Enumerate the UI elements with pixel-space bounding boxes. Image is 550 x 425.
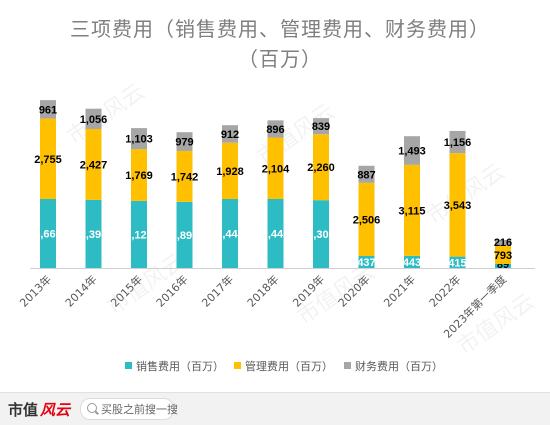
data-label: 2,755: [34, 154, 62, 166]
bar-admin: [449, 153, 466, 257]
brand-text: 市值: [8, 401, 39, 419]
bar-finance: [131, 128, 147, 150]
bar-sales: [495, 264, 511, 268]
data-label: ,30: [313, 229, 328, 241]
bar-admin: [176, 150, 193, 202]
data-label: 1,769: [125, 170, 153, 182]
bar-sales: [85, 199, 102, 268]
data-label: 2,506: [353, 214, 381, 226]
brand-logo[interactable]: 市值 风云: [8, 399, 70, 420]
bar-admin: [85, 128, 102, 200]
bar-sales: [449, 256, 466, 268]
bar-admin: [131, 149, 147, 201]
data-label: 1,493: [398, 146, 426, 158]
data-label: 415: [448, 257, 466, 269]
data-label: 1,103: [125, 134, 153, 146]
x-tick-label: 2018年: [244, 272, 281, 309]
bar-sales: [131, 200, 147, 268]
data-label: 216: [494, 237, 512, 249]
data-label: 2,427: [80, 159, 108, 171]
x-tick-label: 2017年: [199, 272, 236, 309]
data-label: 979: [175, 137, 193, 149]
data-label: 3,115: [399, 205, 426, 217]
data-label: 912: [221, 129, 239, 141]
bar-finance: [404, 136, 420, 165]
data-label: 1,156: [444, 137, 472, 149]
x-tick-label: 2022年: [426, 272, 463, 309]
bar-sales: [176, 201, 193, 268]
chart-title: 三项费用（销售费用、管理费用、财务费用）（百万）: [70, 17, 490, 71]
bar-finance: [40, 100, 56, 119]
legend-swatch: [344, 362, 351, 369]
data-label: 793: [494, 250, 512, 262]
data-label: 443: [403, 257, 421, 269]
search-box[interactable]: 买股之前搜一搜: [80, 398, 178, 420]
data-label: ,89: [177, 230, 192, 242]
legend-swatch: [234, 362, 241, 369]
bar-admin: [495, 246, 511, 264]
data-label: 1,742: [171, 171, 199, 183]
data-label: ,39: [86, 229, 101, 241]
bar-admin: [267, 137, 284, 199]
bar-sales: [313, 200, 329, 268]
bar-finance: [358, 165, 375, 183]
bar-finance: [313, 118, 329, 135]
legend-label: 销售费用（百万）: [136, 359, 224, 373]
data-label: ,66: [40, 229, 55, 241]
bar-admin: [358, 182, 375, 256]
search-icon: [87, 403, 97, 413]
data-label: ,44: [222, 229, 238, 241]
data-label: 1,928: [216, 166, 244, 178]
bar-sales: [358, 255, 375, 268]
bar-sales: [222, 199, 238, 268]
bar-finance: [85, 108, 102, 129]
bar-finance: [176, 132, 193, 151]
bar-sales: [404, 255, 420, 268]
data-label: 2,104: [262, 163, 290, 175]
data-label: 961: [39, 104, 57, 116]
search-hint: 买股之前搜一搜: [101, 403, 178, 416]
data-label: 839: [312, 121, 330, 133]
data-label: ,44: [268, 229, 284, 241]
watermark-text: 市值风云: [423, 159, 509, 230]
brand-mark: 风云: [40, 401, 71, 419]
bar-admin: [222, 142, 238, 199]
bar-admin: [40, 118, 56, 199]
data-label: 437: [357, 257, 375, 269]
legend-label: 财务费用（百万）: [355, 359, 443, 373]
bar-sales: [40, 199, 56, 268]
x-tick-label: 2021年: [381, 272, 418, 309]
bar-admin: [313, 134, 329, 201]
data-label: ,12: [131, 229, 146, 241]
data-label: 896: [266, 124, 284, 136]
bar-finance: [267, 120, 284, 138]
x-tick-label: 2013年: [17, 272, 54, 309]
legend-swatch: [125, 362, 132, 369]
legend-label: 管理费用（百万）: [245, 359, 333, 373]
bar-finance: [222, 125, 238, 143]
bar-finance: [449, 130, 466, 154]
data-label: 2,260: [307, 162, 335, 174]
bar-finance: [495, 240, 511, 246]
x-tick-label: 2014年: [62, 272, 99, 309]
data-label: 887: [357, 169, 375, 181]
data-label: 3,543: [444, 200, 472, 212]
data-label: 1,056: [80, 114, 108, 126]
bar-sales: [267, 199, 284, 268]
footer-bar: 市值 风云 买股之前搜一搜: [0, 392, 550, 425]
bar-admin: [404, 164, 420, 256]
